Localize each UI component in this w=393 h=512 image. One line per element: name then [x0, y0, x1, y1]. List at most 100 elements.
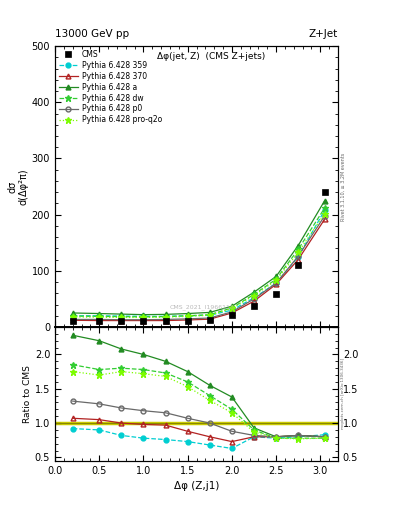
CMS [185, 317, 190, 324]
Line: Pythia 6.428 pro-q2o: Pythia 6.428 pro-q2o [70, 210, 328, 321]
Line: Pythia 6.428 dw: Pythia 6.428 dw [70, 205, 328, 320]
Pythia 6.428 370 [252, 298, 256, 304]
Pythia 6.428 359 [322, 207, 327, 213]
Pythia 6.428 359 [141, 313, 146, 319]
Pythia 6.428 a [296, 243, 301, 249]
Pythia 6.428 dw [97, 313, 102, 319]
Pythia 6.428 pro-q2o [252, 292, 256, 298]
Pythia 6.428 p0 [141, 316, 146, 323]
CMS [119, 318, 124, 324]
Pythia 6.428 a [230, 303, 234, 309]
Pythia 6.428 359 [119, 313, 124, 319]
Pythia 6.428 370 [185, 317, 190, 323]
X-axis label: Δφ (Z,j1): Δφ (Z,j1) [174, 481, 219, 491]
Pythia 6.428 359 [208, 312, 212, 318]
Pythia 6.428 pro-q2o [322, 210, 327, 217]
Pythia 6.428 p0 [185, 316, 190, 322]
Pythia 6.428 370 [322, 216, 327, 222]
Pythia 6.428 dw [163, 313, 168, 319]
Pythia 6.428 a [252, 289, 256, 295]
Pythia 6.428 pro-q2o [185, 313, 190, 319]
Line: Pythia 6.428 p0: Pythia 6.428 p0 [70, 214, 327, 322]
Pythia 6.428 dw [322, 205, 327, 211]
Pythia 6.428 p0 [119, 316, 124, 323]
Pythia 6.428 a [70, 310, 75, 316]
CMS [274, 291, 279, 297]
Pythia 6.428 370 [274, 281, 279, 287]
Pythia 6.428 359 [97, 313, 102, 319]
Pythia 6.428 370 [230, 310, 234, 316]
Pythia 6.428 pro-q2o [70, 314, 75, 320]
Pythia 6.428 dw [208, 312, 212, 318]
Legend: CMS, Pythia 6.428 359, Pythia 6.428 370, Pythia 6.428 a, Pythia 6.428 dw, Pythia: CMS, Pythia 6.428 359, Pythia 6.428 370,… [57, 48, 163, 126]
Pythia 6.428 pro-q2o [141, 314, 146, 321]
Pythia 6.428 pro-q2o [230, 305, 234, 311]
Line: Pythia 6.428 359: Pythia 6.428 359 [70, 208, 327, 319]
Pythia 6.428 370 [141, 317, 146, 324]
Pythia 6.428 p0 [230, 309, 234, 315]
Pythia 6.428 a [185, 310, 190, 316]
Pythia 6.428 pro-q2o [274, 278, 279, 284]
Pythia 6.428 dw [274, 276, 279, 282]
Pythia 6.428 dw [70, 313, 75, 319]
Pythia 6.428 359 [230, 307, 234, 313]
Text: Z+Jet: Z+Jet [309, 29, 338, 39]
Pythia 6.428 370 [163, 317, 168, 324]
Pythia 6.428 dw [252, 291, 256, 297]
Pythia 6.428 370 [296, 257, 301, 263]
Pythia 6.428 pro-q2o [208, 312, 212, 318]
Pythia 6.428 p0 [208, 315, 212, 321]
CMS [252, 303, 256, 309]
Pythia 6.428 pro-q2o [296, 249, 301, 255]
CMS [208, 316, 212, 323]
Pythia 6.428 a [141, 312, 146, 318]
Pythia 6.428 dw [296, 246, 301, 252]
Pythia 6.428 pro-q2o [163, 314, 168, 321]
CMS [97, 318, 102, 324]
CMS [322, 189, 327, 195]
Pythia 6.428 359 [252, 295, 256, 301]
CMS [296, 262, 301, 268]
Line: CMS: CMS [69, 189, 328, 325]
Pythia 6.428 a [274, 273, 279, 280]
Pythia 6.428 a [322, 198, 327, 204]
Pythia 6.428 370 [208, 316, 212, 322]
Pythia 6.428 p0 [296, 253, 301, 259]
Y-axis label: dσ
d(Δφ²π): dσ d(Δφ²π) [7, 168, 29, 205]
Text: Rivet 3.1.10, ≥ 3.2M events: Rivet 3.1.10, ≥ 3.2M events [341, 153, 346, 221]
Pythia 6.428 359 [185, 313, 190, 319]
CMS [141, 318, 146, 324]
Pythia 6.428 p0 [97, 316, 102, 323]
Pythia 6.428 a [208, 309, 212, 315]
Text: mcplots.cern.ch [arXiv:1306.3436]: mcplots.cern.ch [arXiv:1306.3436] [341, 358, 345, 430]
Pythia 6.428 dw [230, 305, 234, 311]
Pythia 6.428 p0 [252, 296, 256, 302]
Line: Pythia 6.428 a: Pythia 6.428 a [70, 198, 327, 317]
Pythia 6.428 359 [274, 280, 279, 286]
Pythia 6.428 dw [185, 313, 190, 319]
Text: CMS_2021_I1966118: CMS_2021_I1966118 [170, 305, 235, 310]
Pythia 6.428 359 [163, 313, 168, 319]
CMS [163, 318, 168, 324]
Pythia 6.428 dw [119, 313, 124, 319]
Pythia 6.428 dw [141, 314, 146, 320]
Line: Pythia 6.428 370: Pythia 6.428 370 [70, 217, 327, 323]
Pythia 6.428 370 [97, 317, 102, 324]
Pythia 6.428 pro-q2o [97, 314, 102, 321]
Pythia 6.428 a [163, 311, 168, 317]
Pythia 6.428 pro-q2o [119, 314, 124, 321]
Pythia 6.428 p0 [163, 316, 168, 323]
Text: 13000 GeV pp: 13000 GeV pp [55, 29, 129, 39]
Pythia 6.428 p0 [274, 280, 279, 286]
CMS [70, 318, 75, 324]
Pythia 6.428 a [97, 310, 102, 316]
Text: Δφ(jet, Z)  (CMS Z+jets): Δφ(jet, Z) (CMS Z+jets) [156, 52, 265, 61]
Pythia 6.428 359 [70, 313, 75, 319]
Pythia 6.428 p0 [70, 316, 75, 323]
CMS [230, 312, 234, 318]
Pythia 6.428 p0 [322, 212, 327, 219]
Pythia 6.428 359 [296, 254, 301, 260]
Pythia 6.428 370 [70, 317, 75, 324]
Pythia 6.428 370 [119, 317, 124, 324]
Y-axis label: Ratio to CMS: Ratio to CMS [23, 365, 32, 423]
